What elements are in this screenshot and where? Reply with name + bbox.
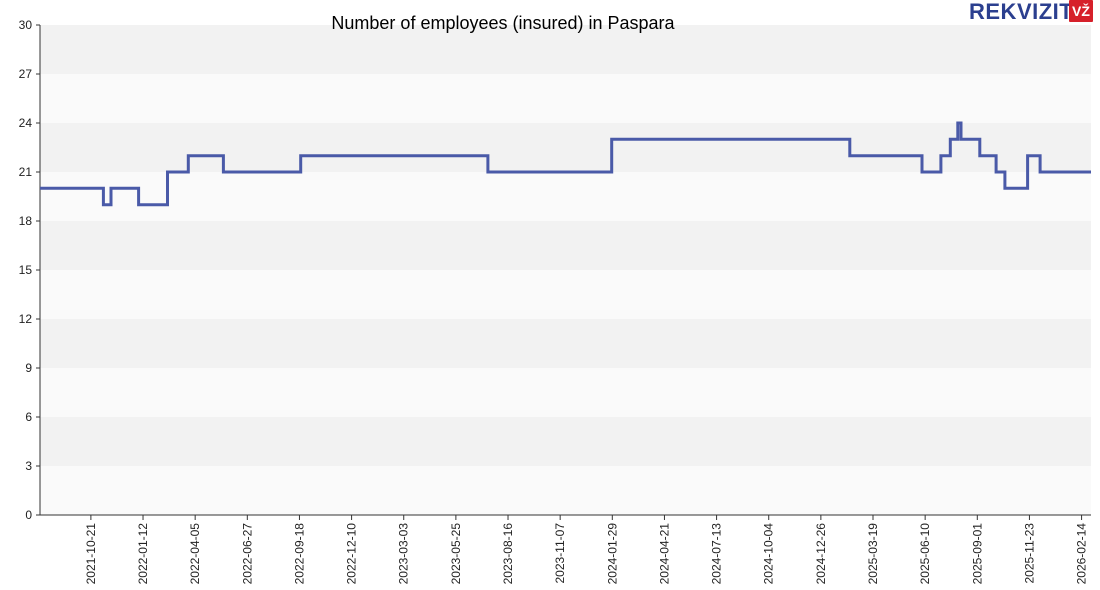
grid-band — [40, 221, 1091, 270]
grid-band — [40, 319, 1091, 368]
y-axis-ticks: 0 3 6 9 12 15 18 21 24 27 30 — [19, 18, 40, 522]
x-tick-label: 2026-02-14 — [1075, 523, 1089, 585]
grid-band — [40, 368, 1091, 417]
x-tick-label: 2024-04-21 — [657, 523, 671, 585]
x-tick-label: 2023-11-07 — [553, 523, 567, 584]
grid-band — [40, 74, 1091, 123]
grid-band — [40, 417, 1091, 466]
grid-band — [40, 270, 1091, 319]
chart-title: Number of employees (insured) in Paspara — [331, 13, 675, 33]
y-tick-label: 0 — [25, 508, 32, 522]
x-axis-ticks: 2021-10-21 2022-01-12 2022-04-05 2022-06-27… — [84, 515, 1089, 584]
x-tick-label: 2024-10-04 — [762, 523, 776, 585]
x-tick-label: 2022-09-18 — [292, 523, 306, 585]
y-tick-label: 6 — [25, 410, 32, 424]
y-tick-label: 24 — [19, 116, 33, 130]
y-tick-label: 30 — [19, 18, 33, 32]
y-tick-label: 9 — [25, 361, 32, 375]
logo-badge-text: VŽ — [1072, 2, 1090, 19]
grid-bands — [40, 25, 1091, 515]
grid-band — [40, 25, 1091, 74]
y-tick-label: 3 — [25, 459, 32, 473]
y-tick-label: 27 — [19, 67, 33, 81]
grid-band — [40, 172, 1091, 221]
x-tick-label: 2024-07-13 — [710, 523, 724, 585]
x-tick-label: 2025-11-23 — [1022, 523, 1036, 584]
x-tick-label: 2022-06-27 — [240, 523, 254, 585]
x-tick-label: 2025-09-01 — [970, 523, 984, 585]
x-tick-label: 2023-08-16 — [501, 523, 515, 585]
x-tick-label: 2024-01-29 — [605, 523, 619, 585]
x-tick-label: 2022-01-12 — [136, 523, 150, 585]
x-tick-label: 2022-12-10 — [345, 523, 359, 585]
x-tick-label: 2025-06-10 — [918, 523, 932, 585]
y-tick-label: 15 — [19, 263, 33, 277]
logo-badge — [1069, 0, 1093, 22]
grid-band — [40, 123, 1091, 172]
x-tick-label: 2022-04-05 — [188, 523, 202, 585]
x-tick-label: 2021-10-21 — [84, 523, 98, 585]
x-tick-label: 2023-03-03 — [397, 523, 411, 585]
x-tick-label: 2024-12-26 — [814, 523, 828, 585]
series-line — [40, 121, 1091, 207]
x-tick-label: 2023-05-25 — [449, 523, 463, 585]
y-tick-label: 12 — [19, 312, 33, 326]
grid-band — [40, 466, 1091, 515]
x-tick-label: 2025-03-19 — [866, 523, 880, 585]
y-tick-label: 21 — [19, 165, 33, 179]
logo: REKVIZITAI VŽ — [969, 0, 1094, 24]
y-tick-label: 18 — [19, 214, 33, 228]
